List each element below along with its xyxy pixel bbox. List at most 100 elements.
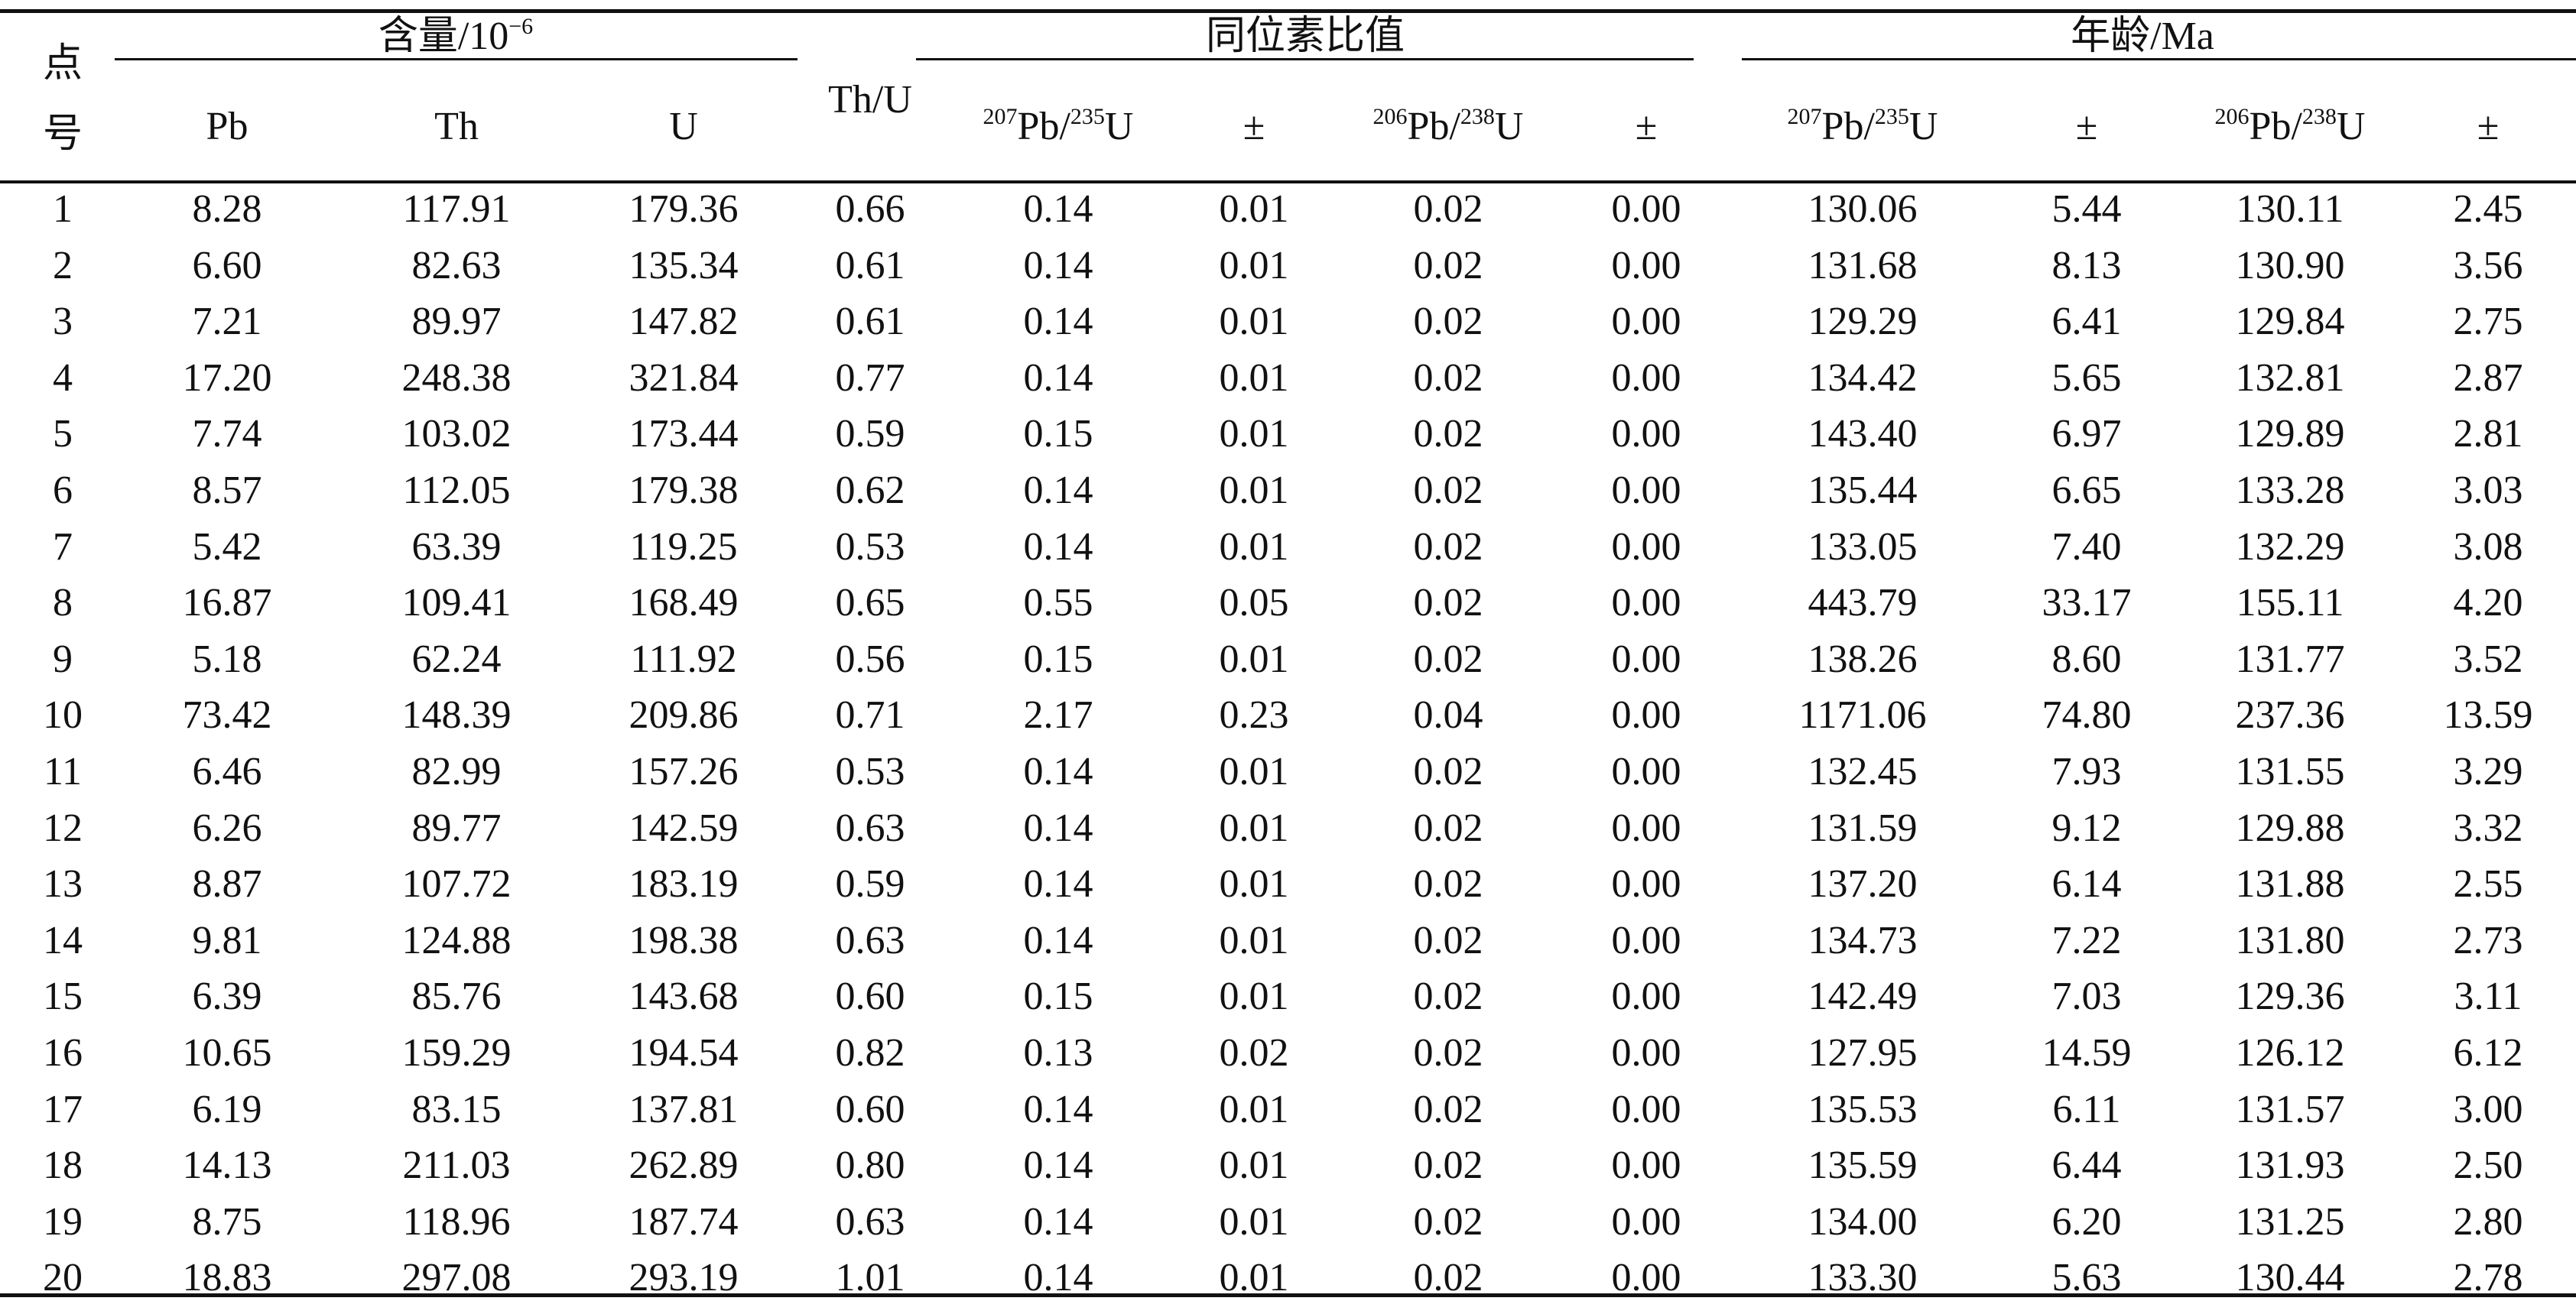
th-cell: 82.63 <box>411 244 502 287</box>
ratio-206-238-cell: 0.02 <box>1413 806 1483 850</box>
age-206-238-cell: 131.57 <box>2235 1088 2345 1131</box>
ratio-206-error-cell: 0.00 <box>1611 187 1681 231</box>
th-u-header: Th/U <box>828 78 912 122</box>
ratio-207-error-cell: 0.01 <box>1219 1200 1289 1244</box>
ratio-206-error-cell: 0.00 <box>1611 244 1681 287</box>
point-no-cell: 11 <box>43 750 83 793</box>
point-no-cell: 5 <box>53 412 73 456</box>
age-207-error-cell: 5.44 <box>2051 187 2122 231</box>
ratio-206-238-cell: 0.02 <box>1413 638 1483 681</box>
point-no-cell: 19 <box>43 1200 83 1244</box>
th-u-cell: 0.66 <box>835 187 905 231</box>
age-207-error-cell: 6.65 <box>2051 469 2122 512</box>
ratio-207-235-cell: 0.13 <box>1023 1031 1093 1075</box>
u-header: U <box>669 105 698 148</box>
age-207-error-cell: 6.41 <box>2051 300 2122 343</box>
th-cell: 159.29 <box>401 1031 512 1075</box>
content-unit-exponent: −6 <box>508 14 534 39</box>
table-row: 9 5.18 62.24 111.92 0.56 0.15 0.01 0.02 0.00 138.… <box>0 640 2576 696</box>
ratio-206-238-cell: 0.02 <box>1413 412 1483 456</box>
ratio-207-error-cell: 0.23 <box>1219 693 1289 737</box>
pb-cell: 6.39 <box>192 975 262 1018</box>
ratio-207-error-cell: 0.01 <box>1219 1144 1289 1187</box>
ratio-206-238-cell: 0.02 <box>1413 469 1483 512</box>
ratio-206-238-cell: 0.02 <box>1413 975 1483 1018</box>
age-206-error-cell: 3.00 <box>2453 1088 2523 1131</box>
pb-cell: 7.74 <box>192 412 262 456</box>
ratio-207-235-cell: 0.55 <box>1023 581 1093 625</box>
th-cell: 89.77 <box>411 806 502 850</box>
age-207-235-cell: 131.68 <box>1808 244 1918 287</box>
table-header: 点 号 含量/10−6 Th/U 同位素比值 年龄/Ma Pb Th U 207… <box>0 0 2576 183</box>
age-206-error-cell: 2.78 <box>2453 1256 2523 1299</box>
pb-cell: 8.75 <box>192 1200 262 1244</box>
age-206-238-cell: 129.89 <box>2235 412 2345 456</box>
th-cell: 107.72 <box>401 862 512 906</box>
age-207-error-cell: 33.17 <box>2042 581 2132 625</box>
age-206-error-header: ± <box>2477 105 2500 148</box>
th-u-cell: 0.77 <box>835 356 905 400</box>
th-cell: 112.05 <box>402 469 511 512</box>
point-no-cell: 17 <box>43 1088 83 1131</box>
point-no-cell: 6 <box>53 469 73 512</box>
ratio-206-238-cell: 0.02 <box>1413 1200 1483 1244</box>
ratio-207-error-cell: 0.02 <box>1219 1031 1289 1075</box>
ratio-207-235-cell: 0.14 <box>1023 806 1093 850</box>
ratio-206-error-cell: 0.00 <box>1611 525 1681 569</box>
ratio-207-error-cell: 0.01 <box>1219 750 1289 793</box>
content-group-rule <box>115 58 797 60</box>
age-207-235-cell: 443.79 <box>1808 581 1918 625</box>
header-bottom-rule <box>0 180 2576 183</box>
age-207-235-cell: 130.06 <box>1808 187 1918 231</box>
pb-cell: 8.57 <box>192 469 262 512</box>
table-row: 12 6.26 89.77 142.59 0.63 0.14 0.01 0.02 0.00 131… <box>0 809 2576 865</box>
age-206-238-cell: 131.93 <box>2235 1144 2345 1187</box>
age-207-error-cell: 6.20 <box>2051 1200 2122 1244</box>
age-206-238-cell: 131.80 <box>2235 919 2345 962</box>
ratio-207-error-cell: 0.01 <box>1219 300 1289 343</box>
age-206-error-cell: 13.59 <box>2443 693 2533 737</box>
th-u-cell: 0.56 <box>835 638 905 681</box>
table-row: 10 73.42 148.39 209.86 0.71 2.17 0.23 0.04 0.00 1… <box>0 696 2576 751</box>
ratio-206-238-cell: 0.02 <box>1413 862 1483 906</box>
table-row: 17 6.19 83.15 137.81 0.60 0.14 0.01 0.02 0.00 135… <box>0 1090 2576 1146</box>
ratio-206-238-cell: 0.02 <box>1413 1031 1483 1075</box>
age-207-235-cell: 138.26 <box>1808 638 1918 681</box>
ratio-206-error-cell: 0.00 <box>1611 1144 1681 1187</box>
u-cell: 209.86 <box>629 693 739 737</box>
u-cell: 119.25 <box>629 525 738 569</box>
age-207-235-cell: 143.40 <box>1808 412 1918 456</box>
ratio-207-235-cell: 0.15 <box>1023 412 1093 456</box>
point-no-cell: 2 <box>53 244 73 287</box>
ratio-207-error-cell: 0.05 <box>1219 581 1289 625</box>
age-207-error-cell: 8.60 <box>2051 638 2122 681</box>
age-207-error-cell: 6.14 <box>2051 862 2122 906</box>
age-206-238-cell: 130.11 <box>2236 187 2344 231</box>
age-207-error-cell: 5.65 <box>2051 356 2122 400</box>
th-u-cell: 0.53 <box>835 750 905 793</box>
ratio-207-error-cell: 0.01 <box>1219 187 1289 231</box>
th-u-cell: 0.63 <box>835 806 905 850</box>
ratio-207pb-235u-header: 207Pb/235U <box>983 104 1134 148</box>
age-207-error-cell: 5.63 <box>2051 1256 2122 1299</box>
th-u-cell: 0.59 <box>835 862 905 906</box>
age-207-235-cell: 135.59 <box>1808 1144 1918 1187</box>
ratio-207-235-cell: 0.14 <box>1023 525 1093 569</box>
age-206-238-cell: 132.29 <box>2235 525 2345 569</box>
th-cell: 248.38 <box>401 356 512 400</box>
age-207-235-cell: 142.49 <box>1808 975 1918 1018</box>
ratio-207-error-cell: 0.01 <box>1219 806 1289 850</box>
th-u-cell: 0.80 <box>835 1144 905 1187</box>
age-207-error-cell: 14.59 <box>2042 1031 2132 1075</box>
th-u-cell: 0.63 <box>835 919 905 962</box>
th-u-cell: 0.82 <box>835 1031 905 1075</box>
th-cell: 148.39 <box>401 693 512 737</box>
age-206-238-cell: 130.44 <box>2235 1256 2345 1299</box>
ratio-206-error-cell: 0.00 <box>1611 693 1681 737</box>
age-207-error-cell: 9.12 <box>2051 806 2122 850</box>
age-207-235-cell: 134.00 <box>1808 1200 1918 1244</box>
th-cell: 83.15 <box>411 1088 502 1131</box>
ratio-206-238-cell: 0.02 <box>1413 356 1483 400</box>
age-207-error-cell: 7.03 <box>2051 975 2122 1018</box>
ratio-206-error-cell: 0.00 <box>1611 975 1681 1018</box>
